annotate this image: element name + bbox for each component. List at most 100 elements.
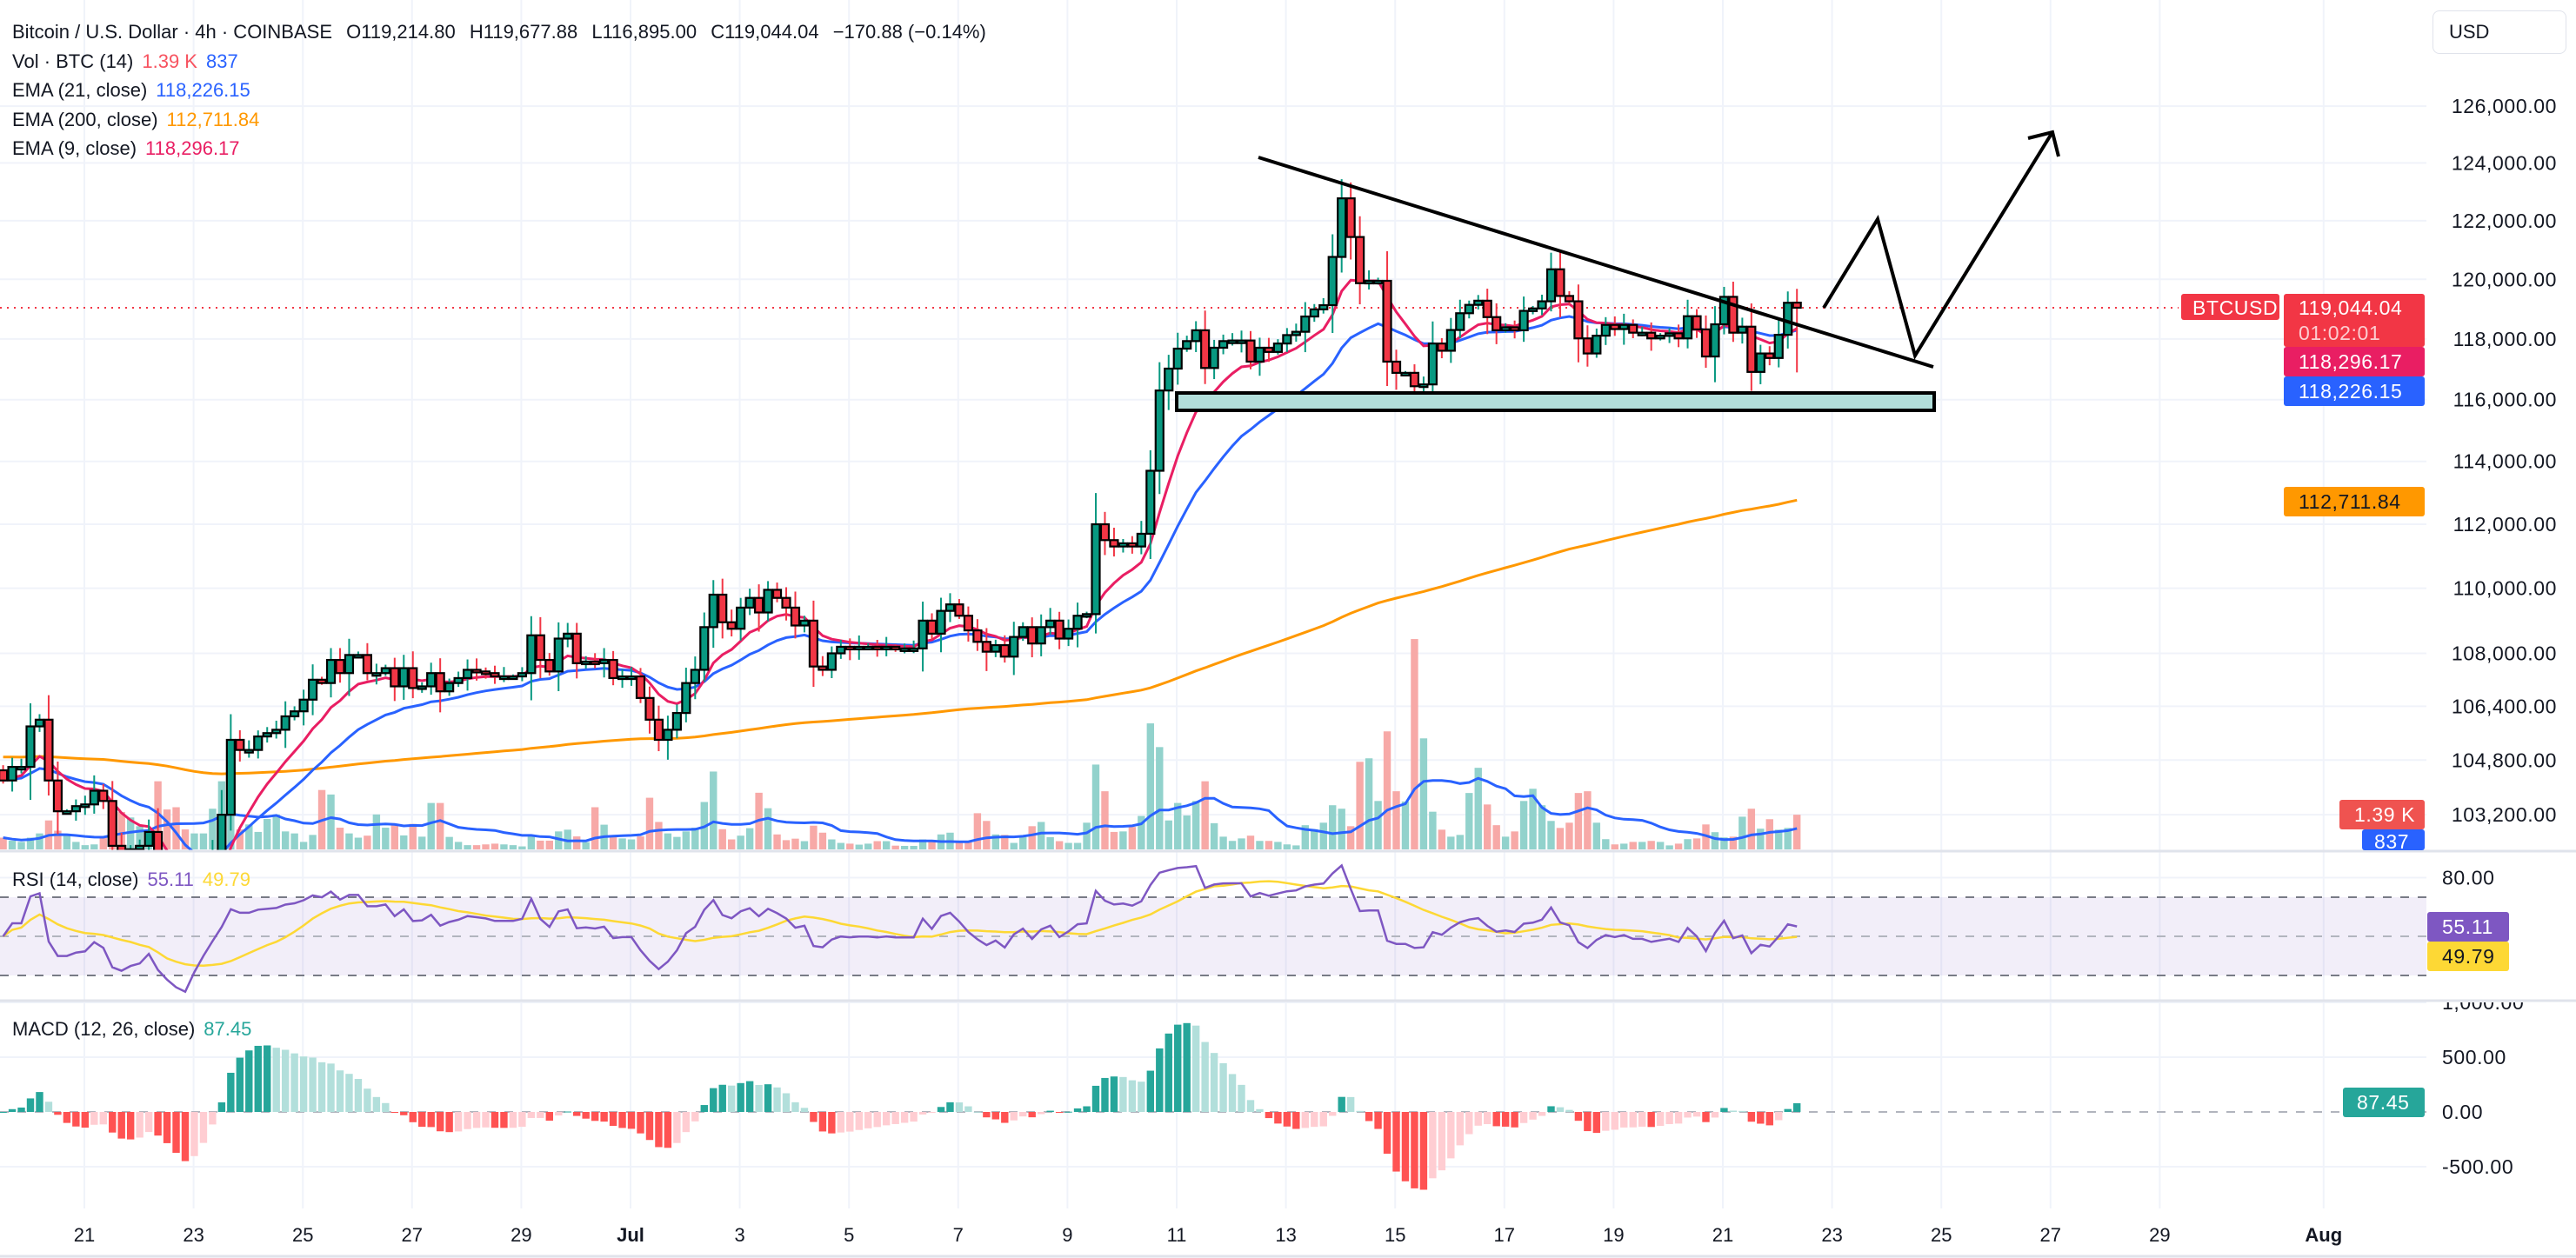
candle-body <box>717 593 728 623</box>
candle-body <box>1418 383 1429 389</box>
volume-bar <box>1401 801 1410 849</box>
candle <box>1136 521 1146 555</box>
volume-bar <box>54 830 62 849</box>
candle <box>217 789 227 850</box>
macd-histogram-bar <box>1602 1112 1610 1131</box>
candle <box>398 655 409 700</box>
price-axis-label: 120,000.00 <box>2452 268 2557 290</box>
macd-legend[interactable]: MACD (12, 26, close) 87.45 <box>12 1018 260 1041</box>
volume-bar <box>445 836 453 849</box>
macd-histogram-bar <box>1792 1103 1801 1112</box>
volume-bar <box>327 794 335 849</box>
volume-bar <box>1073 842 1082 849</box>
volume-bar <box>1356 762 1364 849</box>
time-axis-label: 23 <box>1821 1224 1842 1246</box>
volume-bar <box>882 841 891 849</box>
macd-histogram-bar <box>1119 1076 1127 1112</box>
candle-body <box>1309 308 1319 318</box>
ema200-legend[interactable]: EMA (200, close) 112,711.84 <box>12 109 268 131</box>
candle-body <box>763 589 773 614</box>
volume-bar <box>1629 842 1637 849</box>
currency-button[interactable]: USD <box>2433 10 2566 54</box>
candle-body <box>1665 332 1675 337</box>
macd-histogram-bar <box>828 1112 836 1134</box>
candle <box>1236 330 1247 353</box>
volume-bar <box>1246 835 1255 849</box>
candle <box>944 593 956 622</box>
price-axis[interactable]: 126,000.00 124,000.00 122,000.00 120,000.00… <box>2442 95 2557 1178</box>
macd-histogram-bar <box>964 1106 972 1112</box>
candle-body <box>1728 296 1738 334</box>
volume-bar <box>1592 822 1601 849</box>
candle-body <box>1637 331 1647 336</box>
candle-body <box>390 667 400 688</box>
macd-histogram-bar <box>900 1112 909 1123</box>
candle <box>553 622 564 691</box>
volume-bar <box>1611 844 1618 849</box>
support-zone-rectangle[interactable] <box>1175 391 1936 412</box>
macd-histogram-bar <box>664 1112 672 1148</box>
symbol-legend[interactable]: Bitcoin / U.S. Dollar · 4h · COINBASE O1… <box>12 21 995 43</box>
macd-histogram-bar <box>454 1112 463 1132</box>
candle-body <box>490 672 500 678</box>
last-price-badge: 119,044.04 <box>2299 296 2402 319</box>
macd-histogram-bar <box>181 1112 190 1161</box>
candle <box>1518 296 1529 343</box>
volume-bar <box>810 825 818 849</box>
macd-histogram-bar <box>436 1112 444 1132</box>
candle-body <box>253 735 264 751</box>
candle-body <box>571 632 582 664</box>
candle <box>271 720 282 739</box>
candle-body <box>972 629 983 643</box>
descending-trendline[interactable] <box>1258 156 1934 369</box>
macd-histogram-bar <box>482 1112 490 1128</box>
macd-histogram-bar <box>773 1087 781 1112</box>
volume-bar <box>1538 805 1546 849</box>
macd-histogram-bar <box>236 1057 244 1112</box>
candle-body <box>1327 256 1338 307</box>
time-axis[interactable]: 21 23 25 27 29 Jul 3 5 7 9 11 13 15 17 19 21 23 25 27 29 Aug <box>74 1224 2342 1246</box>
candle-body <box>1209 346 1219 369</box>
macd-histogram-bar <box>973 1111 982 1113</box>
macd-histogram-bar <box>1775 1112 1783 1121</box>
macd-histogram-bar <box>1765 1112 1773 1126</box>
ema9-legend-label: EMA (9, close) <box>12 137 137 159</box>
macd-histogram-bar <box>8 1108 17 1112</box>
ema21-legend[interactable]: EMA (21, close) 118,226.15 <box>12 79 259 102</box>
macd-histogram-bar <box>1447 1112 1455 1159</box>
macd-histogram-bar <box>855 1112 863 1130</box>
volume-bar <box>1711 832 1719 849</box>
macd-histogram-bar <box>1429 1112 1437 1179</box>
volume-bar <box>910 845 918 849</box>
time-axis-label: 21 <box>1712 1224 1733 1246</box>
macd-histogram-bar <box>1156 1048 1164 1112</box>
macd-histogram-bar <box>99 1112 107 1125</box>
candle <box>1091 493 1101 634</box>
drawings[interactable] <box>1175 130 2060 412</box>
grid-lines <box>0 0 2426 1208</box>
projection-path[interactable] <box>1822 130 2054 360</box>
candle-body <box>271 729 282 735</box>
macd-histogram-bar <box>1374 1112 1382 1129</box>
candle-body <box>1455 312 1465 331</box>
time-axis-label: 27 <box>2040 1224 2061 1246</box>
rsi-legend[interactable]: RSI (14, close) 55.11 49.79 <box>12 869 259 891</box>
candle <box>1291 323 1301 342</box>
volume-bar <box>991 834 1000 849</box>
macd-histogram-bar <box>1274 1112 1282 1124</box>
time-axis-label: 11 <box>1167 1224 1187 1246</box>
volume-bar <box>17 842 25 849</box>
ema9-legend[interactable]: EMA (9, close) 118,296.17 <box>12 137 249 160</box>
symbol-title[interactable]: Bitcoin / U.S. Dollar · 4h · COINBASE <box>12 21 332 43</box>
ema200-legend-value: 112,711.84 <box>166 109 260 130</box>
candle <box>471 658 482 681</box>
candle <box>517 667 527 682</box>
macd-histogram-bar <box>54 1112 62 1115</box>
volume-bar <box>1256 841 1264 849</box>
price-pane <box>0 130 2179 850</box>
candle <box>1692 309 1702 338</box>
volume-legend[interactable]: Vol · BTC (14) 1.39 K 837 <box>12 50 247 73</box>
volume-bar <box>918 839 927 849</box>
volume-bar <box>1620 843 1628 849</box>
